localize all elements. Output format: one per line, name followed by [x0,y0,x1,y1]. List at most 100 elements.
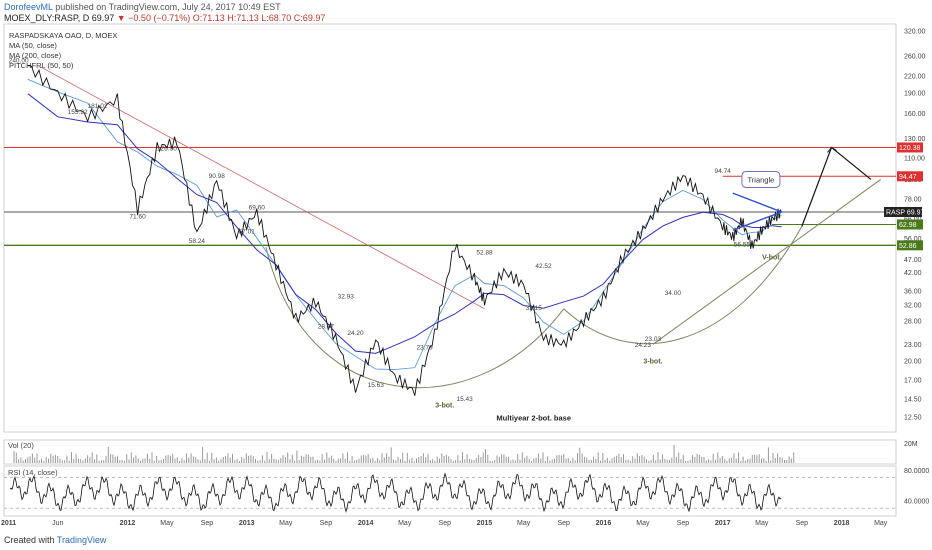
x-tick-label: 2017 [715,520,731,527]
price-label: 32.93 [338,294,355,301]
level-tag [897,171,923,182]
price-label: 181.02 [88,103,108,110]
price-label: 42.52 [535,263,552,270]
y-tick-label: 47.00 [904,257,922,264]
triangle-callout [741,170,781,188]
y-tick-label: 320.00 [904,29,926,36]
y-tick-label: 17.00 [904,378,922,385]
y-tick-label: 14.50 [904,397,922,404]
x-tick-label: May [755,520,769,527]
ohlc: O:71.13 H:71.13 L:68.70 C:69.97 [192,13,326,23]
x-tick-label: Sep [677,520,690,527]
tradingview-brand[interactable]: TradingView [56,535,107,545]
price-label: 71.60 [129,213,146,220]
x-tick-label: Sep [796,520,809,527]
rsi-label: RSI (14, close) [8,468,58,477]
y-tick-label: 130.00 [904,136,926,143]
base-label: Multiyear 2-bot. base [496,414,571,423]
price-label: 69.60 [249,205,266,212]
x-tick-label: 2012 [120,520,136,527]
level-tag [897,142,923,153]
rsi-line [9,472,782,513]
x-tick-label: 2011 [1,520,16,527]
last-price: 69.97 [91,13,115,23]
base-curve-1 [265,247,565,389]
footer: Created with TradingView [4,535,106,545]
y-tick-label: 160.00 [904,111,926,118]
y-tick-label: 42.00 [904,270,922,277]
forecast-arrowhead [827,146,837,153]
x-tick-label: Sep [439,520,452,527]
y-tick-label: 20.00 [904,358,922,365]
x-tick-label: 2018 [834,520,850,527]
x-tick-label: 2016 [596,520,612,527]
x-tick-label: May [636,520,650,527]
trend-line [652,179,881,345]
price-label: 34.00 [665,290,682,297]
price-label: 126.50 [157,146,177,153]
study-label: PITCHFRL (50, 50) [9,61,74,70]
ma200-line [27,93,782,354]
ma50-line [27,78,782,371]
rsi-tick: 40.0000 [904,499,929,506]
price-label: 24.23 [635,342,652,349]
price-label: 24.20 [347,330,364,337]
price-line [27,64,783,396]
y-tick-label: 56.00 [904,236,922,243]
published-text: published on TradingView.com, July 24, 2… [55,2,281,12]
author-link[interactable]: DorofeevML [4,2,53,12]
price-label: 15.43 [457,396,474,403]
x-tick-label: May [160,520,174,527]
y-tick-label: 12.50 [904,414,922,421]
x-tick-label: Sep [201,520,214,527]
price-label: 15.63 [368,382,385,389]
level-tag-label: RASP 69.97 [886,209,925,216]
volume-tick: 20M [904,441,918,448]
rsi-tick: 80.0000 [904,468,929,475]
price-label: 57.01 [239,228,256,235]
y-tick-label: 260.00 [904,53,926,60]
x-tick-label: May [279,520,293,527]
price-label: 28.37 [318,323,335,330]
volume-label: Vol (20) [8,441,34,450]
x-tick-label: May [874,520,888,527]
symbol-line: MOEX_DLY:RASP, D 69.97 ▼ −0.50 (−0.71%) … [4,13,325,23]
y-tick-label: 110.00 [904,156,925,163]
base-label: V-bot. [762,254,781,261]
publish-line: DorofeevML published on TradingView.com,… [4,2,281,12]
x-tick-label: 2015 [477,520,493,527]
base-label: 3-bot. [643,358,662,365]
study-label: MA (50, close) [9,41,57,50]
price-label: 155.22 [68,109,88,116]
volume-panel [3,439,897,465]
base-label: 3-bot. [435,403,454,410]
level-tag [897,240,923,251]
y-tick-label: 28.00 [904,318,922,325]
y-tick-label: 36.00 [904,289,922,296]
chart-title: RASPADSKAYA OAO, D, MOEX [9,31,117,40]
level-tag-label: 94.47 [899,174,917,181]
x-tick-label: May [398,520,412,527]
price-label: 33.15 [526,305,543,312]
price-change: ▼ −0.50 (−0.71%) [116,13,191,23]
x-tick-label: May [517,520,531,527]
price-label: 240.00 [9,57,29,64]
y-tick-label: 23.00 [904,342,922,349]
x-tick-label: Jun [52,520,63,527]
level-tag [884,206,922,217]
price-label: 90.98 [209,173,226,180]
study-label: MA (200, close) [9,51,62,60]
price-panel [3,23,897,433]
price-label: 56.55 [734,241,751,248]
forecast-path [801,146,872,227]
x-tick-label: 2013 [239,520,255,527]
y-tick-label: 78.00 [904,197,922,204]
price-label: 94.74 [715,168,732,175]
price-label: 23.03 [645,336,662,343]
y-tick-label: 220.00 [904,73,926,80]
rsi-panel [3,465,897,517]
price-label: 52.88 [476,249,493,256]
level-tag-label: 52.86 [899,243,917,250]
x-tick-label: 2014 [358,520,374,527]
